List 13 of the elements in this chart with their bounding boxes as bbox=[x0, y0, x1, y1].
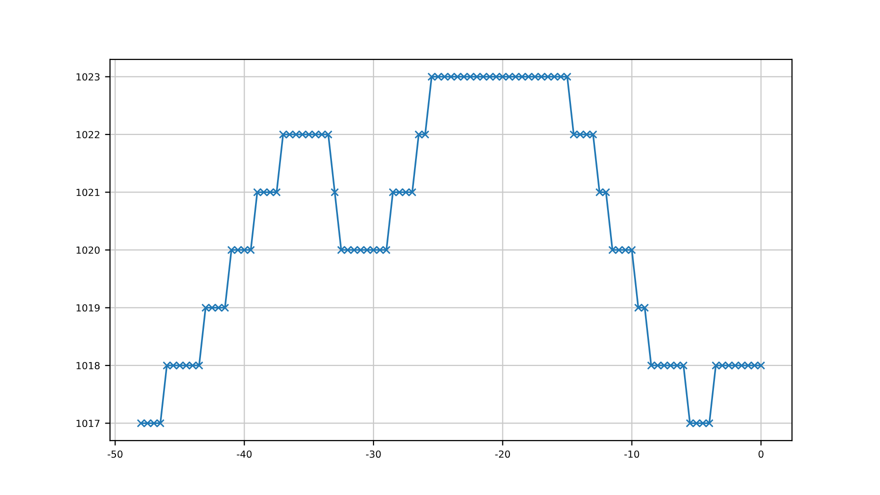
x-tick-label: 0 bbox=[758, 450, 764, 458]
y-tick-label: 1020 bbox=[76, 246, 100, 254]
y-tick-label: 1023 bbox=[76, 73, 100, 81]
x-tick-label: -30 bbox=[366, 450, 381, 458]
y-tick-label: 1018 bbox=[76, 362, 100, 370]
y-tick-label: 1017 bbox=[76, 420, 100, 428]
x-tick-label: -50 bbox=[108, 450, 122, 458]
y-tick-label: 1022 bbox=[76, 130, 100, 138]
x-tick-label: -20 bbox=[495, 450, 510, 458]
y-tick-label: 1021 bbox=[76, 188, 100, 196]
x-tick-label: -10 bbox=[624, 450, 640, 458]
x-tick-label: -40 bbox=[236, 450, 252, 458]
y-tick-label: 1019 bbox=[76, 304, 100, 312]
